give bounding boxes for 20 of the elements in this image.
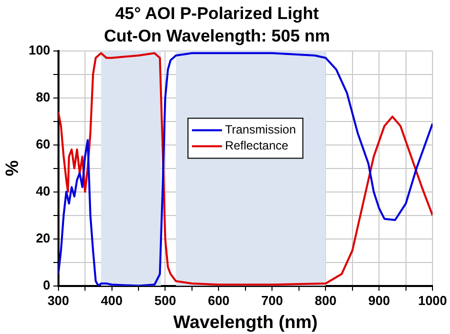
y-tick-label: 100 [28,42,50,58]
x-tick-label: 500 [154,293,176,308]
x-tick-label: 400 [100,293,123,308]
y-axis-title: % [2,160,22,176]
y-tick-label: 20 [36,230,50,246]
x-tick-label: 600 [208,293,230,308]
x-tick-label: 1000 [418,293,447,308]
y-tick-label: 60 [36,136,50,152]
x-tick-label: 800 [314,293,336,308]
y-tick-label: 0 [43,277,50,292]
legend-label: Reflectance [224,138,289,153]
legend-label: Transmission [224,122,296,137]
y-tick-label: 80 [36,89,50,104]
y-tick-label: 40 [36,183,50,198]
chart-title: 45° AOI P-Polarized Light [115,4,320,23]
x-tick-label: 700 [261,293,283,308]
x-tick-label: 300 [47,293,70,308]
chart-subtitle: Cut-On Wavelength: 505 nm [104,26,330,46]
x-tick-label: 900 [368,293,390,308]
x-axis-title: Wavelength (nm) [173,312,318,332]
